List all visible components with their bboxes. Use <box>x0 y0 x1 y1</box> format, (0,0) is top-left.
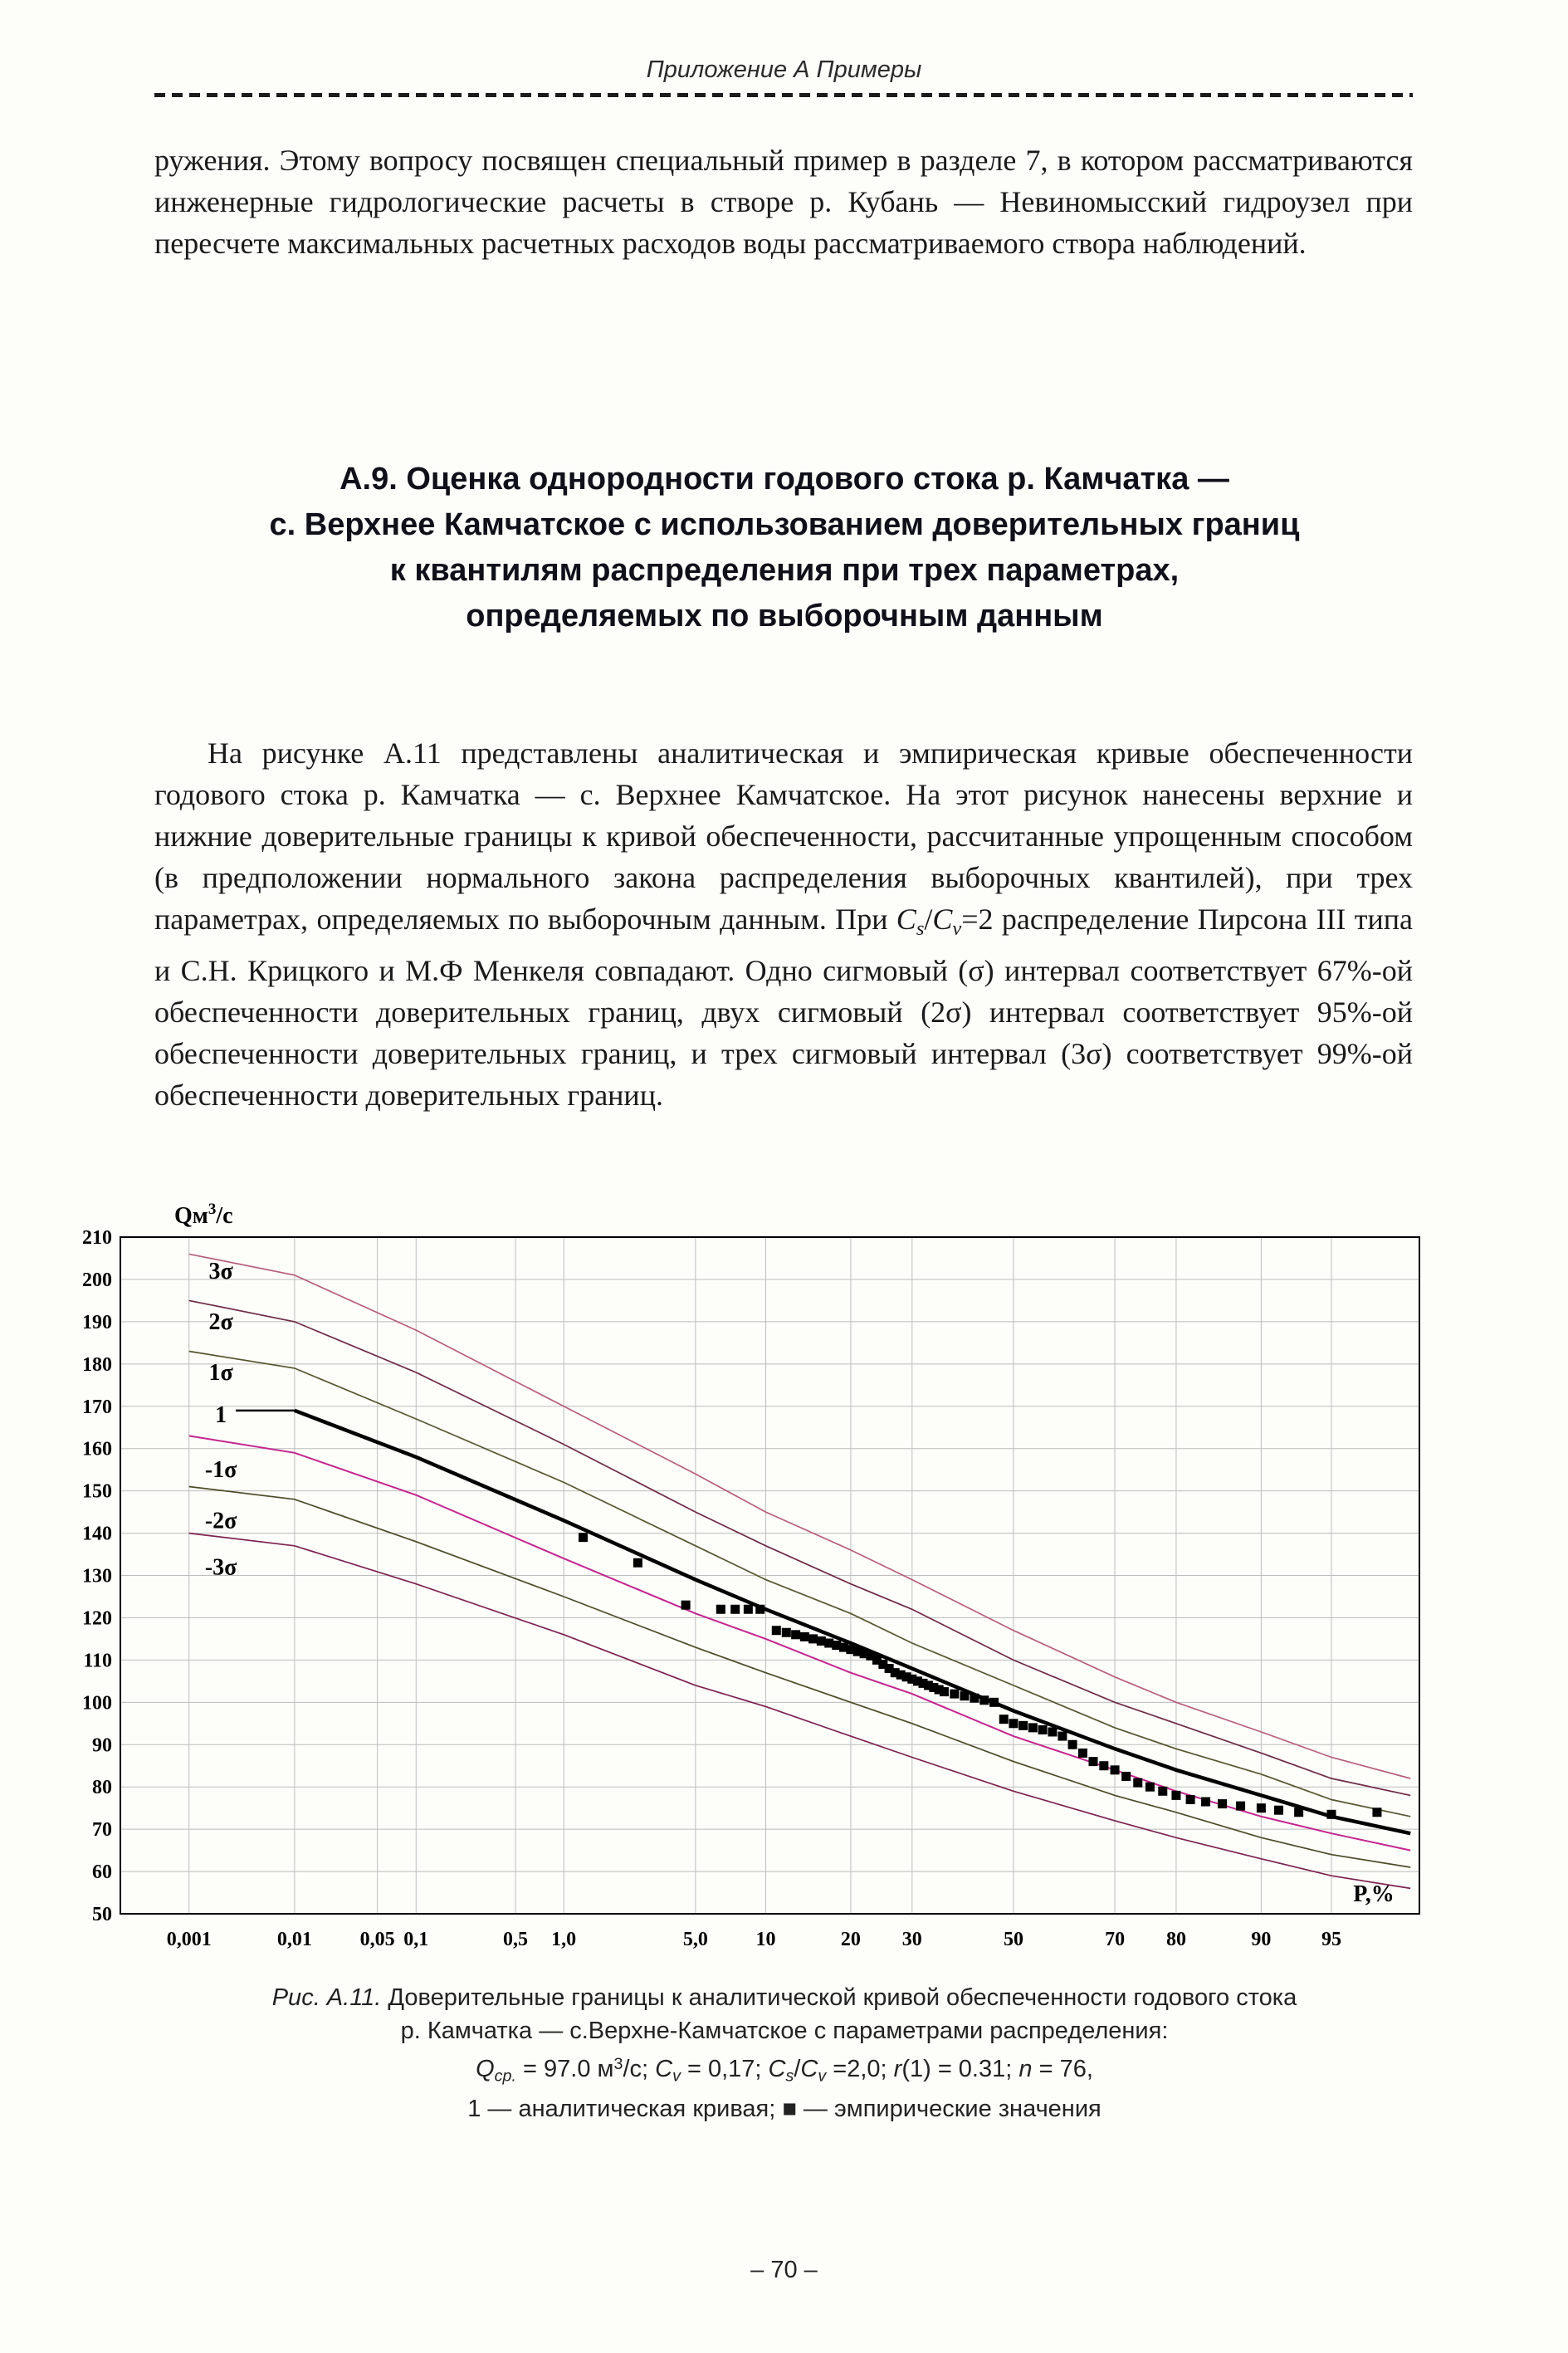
svg-text:-1σ: -1σ <box>205 1457 237 1483</box>
svg-text:60: 60 <box>92 1861 112 1883</box>
probability-curve-plot: 5060708090100110120130140150160170180190… <box>82 1201 1420 1950</box>
svg-text:Qм3/с: Qм3/с <box>174 1201 233 1229</box>
caption-r-symbol: r <box>893 2055 902 2082</box>
svg-text:140: 140 <box>82 1524 112 1545</box>
caption-n-symbol: n <box>1018 2055 1033 2082</box>
caption-line-2: р. Камчатка — с.Верхне-Камчатское с пара… <box>400 2018 1169 2044</box>
heading-line-4: определяемых по выборочным данным <box>466 599 1103 634</box>
svg-text:10: 10 <box>755 1929 775 1950</box>
running-header: Приложение А Примеры <box>0 56 1568 84</box>
caption-cs-sub: s <box>785 2067 794 2086</box>
caption-q-sub: ср. <box>494 2067 516 2086</box>
svg-text:50: 50 <box>1004 1929 1023 1950</box>
page-number: – 70 – <box>750 2257 818 2283</box>
svg-text:20: 20 <box>841 1929 861 1950</box>
caption-q-symbol: Q <box>476 2055 495 2082</box>
svg-text:1σ: 1σ <box>208 1360 233 1386</box>
caption-n-value: = 76, <box>1032 2055 1093 2082</box>
svg-text:170: 170 <box>82 1397 112 1418</box>
svg-text:90: 90 <box>1251 1929 1271 1950</box>
svg-text:0,001: 0,001 <box>167 1929 212 1950</box>
formula-cv: C <box>932 903 953 936</box>
heading-line-3: к квантилям распределения при трех парам… <box>389 553 1180 588</box>
caption-line-1-text: Доверительные границы к аналитической кр… <box>381 1984 1297 2011</box>
svg-text:90: 90 <box>92 1734 112 1756</box>
paragraph-2-text-cont: =2 распределение Пирсона III типа и С.Н.… <box>154 903 1413 1112</box>
caption-cv2-sub: v <box>818 2067 827 2086</box>
section-heading: А.9. Оценка однородности годового стока … <box>91 457 1478 639</box>
caption-line-1: Рис. А.11. Доверительные границы к анали… <box>166 1981 1403 2014</box>
caption-cv-sub: v <box>672 2067 681 2086</box>
paragraph-2: На рисунке А.11 представлены аналитическ… <box>154 732 1413 1116</box>
svg-text:160: 160 <box>82 1439 112 1460</box>
svg-text:1,0: 1,0 <box>551 1929 576 1950</box>
svg-text:95: 95 <box>1321 1929 1341 1950</box>
svg-text:2σ: 2σ <box>208 1309 233 1335</box>
svg-text:1: 1 <box>215 1402 227 1428</box>
svg-text:3σ: 3σ <box>208 1259 233 1284</box>
heading-line-2: с. Верхнее Камчатское с использованием д… <box>269 507 1300 542</box>
svg-text:0,05: 0,05 <box>360 1929 395 1950</box>
caption-line-4: 1 — аналитическая кривая; ■ — эмпирическ… <box>467 2096 1102 2123</box>
svg-text:80: 80 <box>92 1777 112 1798</box>
svg-text:130: 130 <box>82 1566 112 1587</box>
svg-text:150: 150 <box>82 1481 112 1503</box>
svg-text:5,0: 5,0 <box>683 1929 708 1950</box>
svg-text:210: 210 <box>82 1227 112 1249</box>
caption-line-3: Qср. = 97.0 м3/с; Cv = 0,17; Cs/Cv =2,0;… <box>166 2047 1403 2092</box>
figure-a11-chart: 50 60 70 80 90 100 110 120 130 140 150 160 170 180 190… <box>79 1200 1432 1976</box>
caption-q-value: = 97.0 м <box>515 2055 614 2082</box>
formula-cv-sub: v <box>952 917 962 940</box>
svg-text:70: 70 <box>92 1819 112 1841</box>
formula-cs-sub: s <box>916 917 925 940</box>
svg-text:0,01: 0,01 <box>277 1929 312 1950</box>
svg-text:100: 100 <box>82 1692 112 1714</box>
svg-text:190: 190 <box>82 1312 112 1333</box>
caption-cs-symbol: C <box>768 2055 786 2082</box>
svg-text:120: 120 <box>82 1607 112 1629</box>
caption-cv-symbol: C <box>655 2055 673 2082</box>
formula-cs: C <box>896 903 916 936</box>
svg-text:-3σ: -3σ <box>205 1554 237 1580</box>
svg-text:P,%: P,% <box>1353 1881 1395 1907</box>
heading-line-1: А.9. Оценка однородности годового стока … <box>339 462 1229 497</box>
svg-text:180: 180 <box>82 1354 112 1376</box>
svg-text:50: 50 <box>92 1904 112 1925</box>
header-dashed-rule <box>154 93 1413 97</box>
formula-slash: / <box>924 903 933 936</box>
running-header-text: Приложение А Примеры <box>646 56 922 83</box>
svg-text:110: 110 <box>83 1650 112 1671</box>
svg-text:-2σ: -2σ <box>205 1508 237 1534</box>
caption-cv2-symbol: C <box>800 2055 818 2082</box>
svg-text:80: 80 <box>1166 1929 1186 1950</box>
caption-m3-sup: 3 <box>613 2055 623 2073</box>
caption-cv-value: = 0,17; <box>680 2055 769 2082</box>
figure-caption: Рис. А.11. Доверительные границы к анали… <box>166 1981 1403 2126</box>
svg-text:30: 30 <box>902 1929 922 1950</box>
paragraph-2-text: На рисунке А.11 представлены аналитическ… <box>154 736 1413 936</box>
caption-ratio-value: =2,0; <box>826 2055 894 2082</box>
svg-text:70: 70 <box>1105 1929 1125 1950</box>
paragraph-1: ружения. Этому вопросу посвящен специаль… <box>154 144 1413 260</box>
caption-ratio-slash: / <box>794 2055 801 2082</box>
caption-r-value: (1) = 0.31; <box>901 2055 1019 2082</box>
caption-units: /с; <box>623 2055 656 2082</box>
caption-fig-label: Рис. А.11. <box>271 1984 382 2011</box>
svg-text:200: 200 <box>82 1269 112 1291</box>
svg-text:0,5: 0,5 <box>503 1929 528 1950</box>
svg-text:0,1: 0,1 <box>403 1929 428 1950</box>
